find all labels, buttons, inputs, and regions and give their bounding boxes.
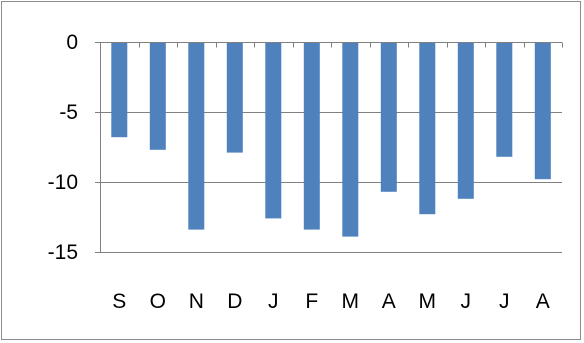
bar-2: [188, 42, 205, 230]
y-tick-label: -15: [48, 241, 78, 264]
bars: [111, 42, 551, 237]
x-tick-label: F: [305, 290, 318, 313]
x-tick-label: A: [382, 290, 396, 313]
bar-11: [534, 42, 551, 180]
x-tick-label: J: [268, 290, 279, 313]
x-tick-label: M: [419, 290, 437, 313]
gridlines: [100, 112, 562, 253]
bar-5: [303, 42, 320, 230]
x-tick-label: O: [150, 290, 166, 313]
tick-labels: 0-5-10-15S O N D J F M A M J J A: [48, 31, 550, 313]
x-tick-label: D: [227, 290, 242, 313]
bar-3: [226, 42, 243, 153]
x-tick-label: N: [189, 290, 204, 313]
bar-6: [342, 42, 359, 237]
x-tick-label: J: [499, 290, 510, 313]
bar-9: [457, 42, 474, 199]
y-tick-label: 0: [66, 31, 78, 54]
bar-1: [149, 42, 166, 150]
bar-7: [380, 42, 397, 192]
x-tick-label: A: [536, 290, 550, 313]
x-tick-label: M: [342, 290, 360, 313]
bar-10: [496, 42, 513, 157]
bar-0: [111, 42, 128, 138]
bar-4: [265, 42, 282, 219]
y-tick-label: -10: [48, 171, 78, 194]
axes: [95, 42, 563, 253]
x-tick-label: J: [461, 290, 472, 313]
y-tick-label: -5: [59, 101, 78, 124]
bar-8: [419, 42, 436, 215]
x-tick-label: S: [112, 290, 126, 313]
